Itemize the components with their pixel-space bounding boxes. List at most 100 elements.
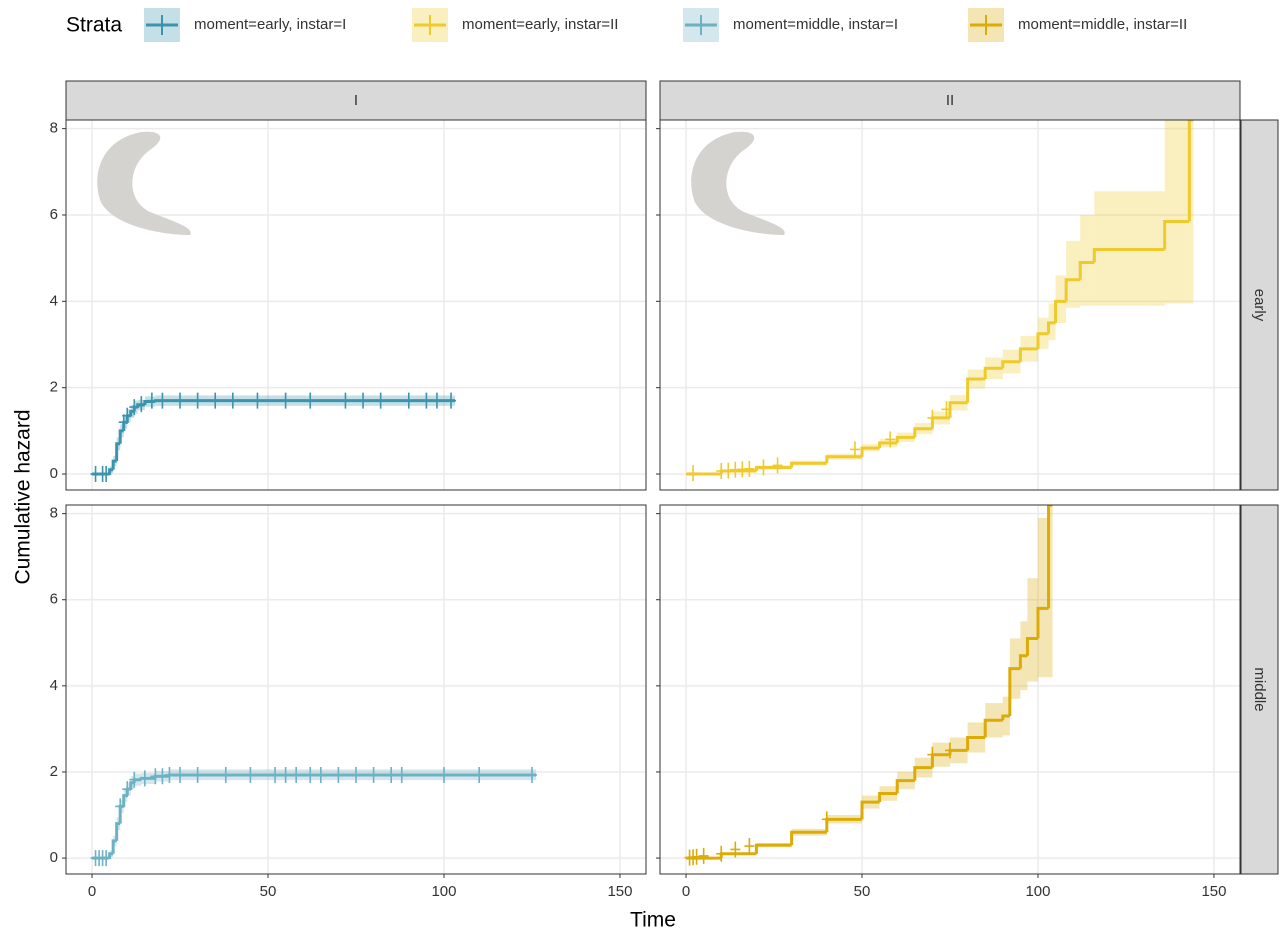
- step: [111, 459, 117, 470]
- step: [118, 429, 124, 444]
- confidence-band: [1189, 120, 1194, 304]
- censor-mark: [744, 460, 755, 477]
- x-tick-label: 50: [260, 883, 277, 900]
- y-tick-label: 8: [50, 120, 58, 137]
- step: [948, 401, 968, 418]
- censor-mark: [136, 396, 147, 413]
- step: [1047, 321, 1056, 334]
- step: [1163, 219, 1190, 250]
- censor-mark: [885, 431, 896, 448]
- series: [90, 766, 537, 867]
- step: [860, 446, 880, 457]
- censor-mark: [351, 766, 361, 783]
- censor-mark: [157, 392, 168, 409]
- censor-mark: [446, 392, 457, 409]
- step: [983, 366, 1003, 380]
- legend-label: moment=middle, instar=II: [1018, 16, 1187, 33]
- censor-mark: [175, 766, 186, 783]
- censor-mark: [772, 457, 783, 474]
- censor-mark: [691, 848, 702, 865]
- censor-mark: [139, 770, 150, 787]
- step: [754, 466, 792, 472]
- censor-mark: [368, 766, 379, 783]
- y-tick-label: 6: [50, 591, 58, 608]
- censor-mark: [164, 766, 175, 783]
- censor-mark: [245, 766, 256, 783]
- step: [825, 455, 863, 464]
- panel-border: [65, 504, 647, 875]
- censor-mark: [358, 392, 369, 409]
- step: [790, 461, 827, 468]
- censor-mark: [716, 845, 727, 862]
- step: [111, 839, 117, 854]
- censor-mark: [340, 392, 351, 409]
- series: [686, 120, 1194, 482]
- censor-mark: [474, 766, 485, 783]
- step: [1187, 120, 1194, 222]
- censor-mark: [698, 847, 709, 864]
- x-tick-label: 150: [607, 883, 632, 900]
- censor-mark: [730, 841, 741, 858]
- y-tick-label: 0: [50, 465, 58, 482]
- y-tick-label: 6: [50, 206, 58, 223]
- strip-label: middle: [1251, 667, 1268, 711]
- censor-mark: [305, 766, 316, 783]
- censor-mark: [220, 766, 231, 783]
- censor-mark: [280, 392, 291, 409]
- step: [754, 843, 792, 854]
- step: [1001, 360, 1021, 369]
- step: [129, 781, 135, 790]
- panel: [660, 120, 1240, 490]
- strip-label: II: [946, 92, 954, 109]
- strip: [659, 80, 1241, 121]
- censor-mark: [431, 392, 442, 409]
- panel: [66, 120, 646, 490]
- y-tick-label: 2: [50, 763, 58, 780]
- confidence-band: [1066, 240, 1081, 308]
- censor-mark: [157, 768, 168, 785]
- censor-mark: [101, 850, 112, 867]
- censor-mark: [227, 392, 238, 409]
- step: [860, 800, 880, 820]
- step: [1036, 332, 1049, 349]
- step: [1008, 667, 1021, 716]
- censor-mark: [927, 746, 938, 763]
- y-tick-label: 2: [50, 379, 58, 396]
- censor-mark: [210, 392, 221, 409]
- confidence-band: [1027, 578, 1038, 682]
- strip: [65, 80, 647, 121]
- series: [684, 505, 1053, 866]
- x-axis-label: Time: [630, 909, 676, 932]
- y-axis-label: Cumulative hazard: [12, 409, 35, 584]
- step: [878, 791, 898, 803]
- strip-label: I: [354, 92, 358, 109]
- y-tick-label: 4: [50, 677, 58, 694]
- censor-mark: [305, 392, 316, 409]
- censor-mark: [280, 766, 291, 783]
- censor-mark: [315, 766, 326, 783]
- step: [1025, 636, 1038, 656]
- confidence-band: [1055, 275, 1067, 323]
- censor-mark: [115, 798, 126, 815]
- censor-mark: [403, 392, 414, 409]
- x-tick-label: 100: [431, 883, 456, 900]
- strip-label: early: [1251, 289, 1268, 322]
- censor-mark: [526, 766, 537, 783]
- confidence-band: [1164, 120, 1190, 304]
- step: [1036, 606, 1049, 639]
- censor-mark: [758, 459, 769, 476]
- censor-mark: [192, 766, 203, 783]
- censor-mark: [688, 465, 699, 482]
- step: [913, 766, 933, 781]
- step: [122, 794, 128, 807]
- x-tick-label: 150: [1201, 883, 1226, 900]
- y-tick-label: 8: [50, 505, 58, 522]
- step: [1018, 347, 1038, 362]
- censor-mark: [192, 392, 203, 409]
- x-tick-label: 100: [1025, 883, 1050, 900]
- censor-mark: [438, 766, 449, 783]
- censor-mark: [375, 392, 386, 409]
- confidence-band: [1048, 505, 1053, 678]
- censor-mark: [744, 838, 755, 855]
- y-tick-label: 4: [50, 292, 58, 309]
